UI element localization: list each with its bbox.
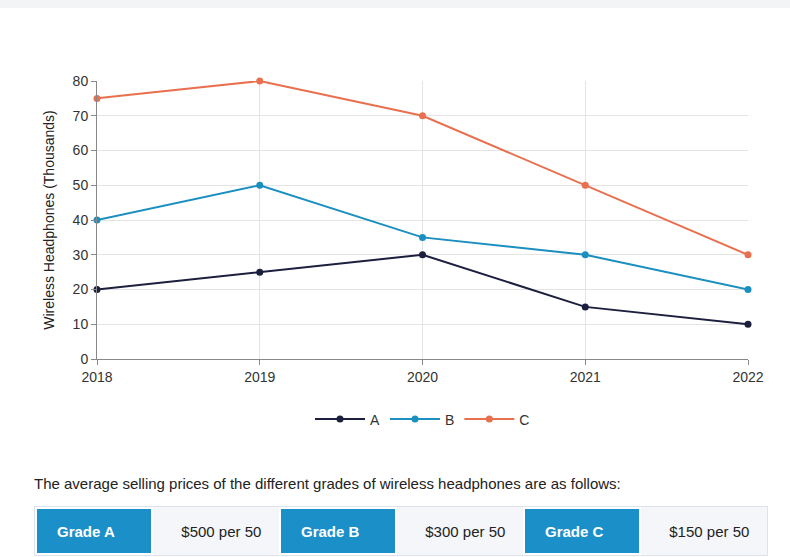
svg-text:2018: 2018 [81,369,112,385]
html-text:Grade A: Grade A [57,522,115,540]
svg-text:70: 70 [73,108,89,124]
html-text:The average selling prices of: The average selling prices of the differ… [34,475,621,492]
svg-text:30: 30 [73,247,89,263]
html-text:$500 per 50: $500 per 50 [181,522,262,540]
svg-text:2021: 2021 [570,369,601,385]
svg-text:B: B [445,412,454,428]
svg-text:Wireless Headphones (Thousands: Wireless Headphones (Thousands) [41,110,57,329]
svg-text:40: 40 [73,212,89,228]
html-text:Grade B: Grade B [301,522,360,540]
svg-text:0: 0 [80,351,88,367]
svg-text:20: 20 [73,281,89,297]
html-text:$300 per 50: $300 per 50 [425,522,506,540]
svg-text:80: 80 [73,73,89,89]
svg-text:10: 10 [73,316,89,332]
svg-text:2019: 2019 [244,369,275,385]
html-text:Grade C: Grade C [545,522,604,540]
svg-text:A: A [370,412,380,428]
html-text:$150 per 50: $150 per 50 [669,522,750,540]
svg-text:2022: 2022 [732,369,763,385]
svg-text:2020: 2020 [407,369,438,385]
svg-text:60: 60 [73,142,89,158]
svg-text:C: C [519,412,529,428]
svg-text:50: 50 [73,177,89,193]
